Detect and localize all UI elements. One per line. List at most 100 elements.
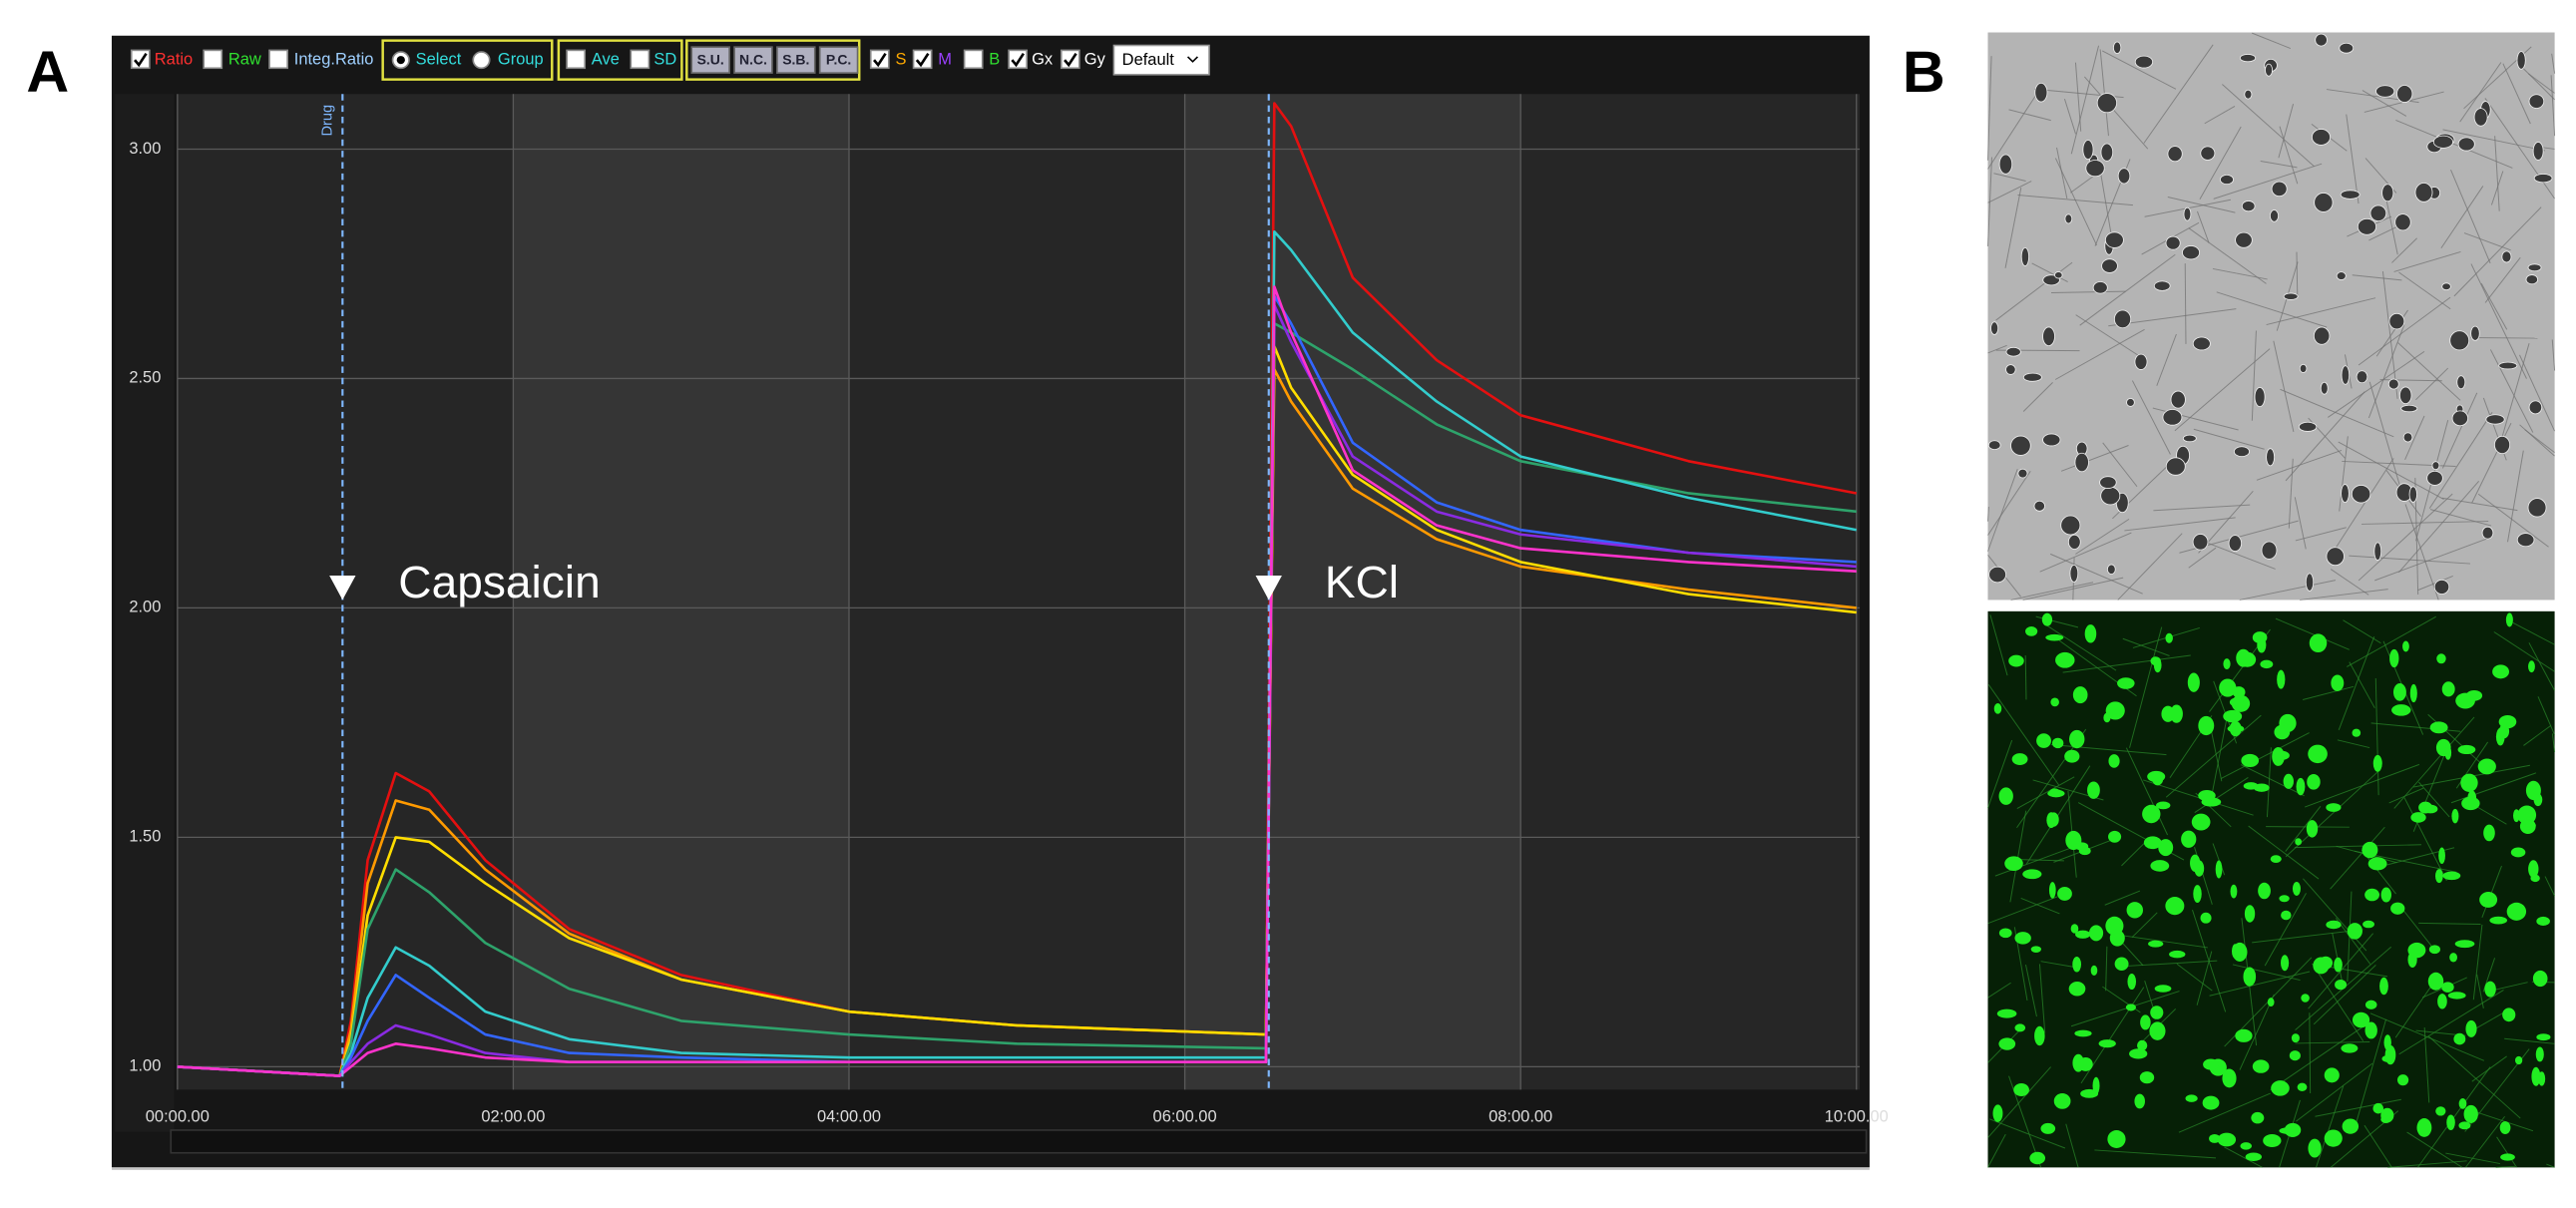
cell [2281, 911, 2291, 920]
cell [1999, 155, 2012, 174]
cell [2441, 982, 2453, 993]
cell [2165, 633, 2172, 643]
cell [2380, 1115, 2390, 1123]
cell [2342, 366, 2350, 385]
cell [2427, 471, 2443, 485]
checkbox[interactable] [965, 50, 983, 68]
cell [2222, 1069, 2236, 1088]
cell [2325, 1130, 2343, 1147]
cell [2529, 401, 2542, 414]
scrollbar[interactable] [171, 1130, 1866, 1153]
cell [2006, 347, 2020, 356]
cell [2223, 710, 2242, 722]
cell [2166, 458, 2185, 476]
cell [2373, 755, 2382, 772]
cell [2448, 992, 2466, 999]
cell [2085, 624, 2097, 642]
checkbox[interactable] [269, 50, 287, 68]
cell [2107, 565, 2115, 575]
cell [2072, 957, 2081, 973]
cell [2293, 882, 2301, 896]
cell [2445, 745, 2452, 759]
cell [2397, 1074, 2408, 1085]
cell [2156, 802, 2170, 810]
cell [2183, 435, 2196, 442]
checkbox[interactable] [631, 50, 648, 68]
cell [2055, 271, 2063, 278]
cell [2263, 1134, 2281, 1147]
cell [2127, 902, 2143, 918]
cell [2361, 842, 2377, 858]
y-tick-label: 2.00 [129, 599, 161, 616]
cell [2043, 327, 2055, 346]
cell [2018, 469, 2027, 478]
checkbox[interactable] [567, 50, 585, 68]
cell [2364, 889, 2379, 902]
cell [2154, 281, 2170, 290]
y-tick-label: 2.50 [129, 369, 161, 387]
marker-label: Drug [319, 105, 335, 137]
cell [2295, 838, 2302, 845]
cell [2281, 955, 2289, 971]
cell [2273, 751, 2290, 760]
cell [2342, 485, 2350, 503]
cell [2192, 814, 2211, 831]
cell [2300, 364, 2307, 372]
cell [2460, 774, 2477, 792]
checkbox[interactable] [871, 50, 889, 68]
fluorescence-image [1987, 611, 2554, 1168]
cell [2255, 387, 2265, 406]
panel-label: A [26, 40, 69, 105]
checkbox[interactable] [1009, 50, 1027, 68]
cell [2251, 1112, 2264, 1124]
option-label: S [895, 51, 906, 69]
cell [2391, 704, 2410, 716]
cell [2245, 905, 2255, 922]
y-tick-label: 1.00 [129, 1057, 161, 1075]
button-label: S.B. [782, 52, 809, 68]
cell [2341, 1043, 2358, 1052]
cell [2012, 753, 2028, 765]
cell [2271, 855, 2282, 863]
fiber [2471, 337, 2538, 338]
x-tick-label: 04:00.00 [817, 1107, 881, 1125]
cell [2021, 247, 2028, 265]
cell [2478, 759, 2496, 775]
cell [2087, 781, 2100, 798]
cell [2442, 283, 2451, 290]
cell [2315, 193, 2333, 211]
cell [2285, 1123, 2301, 1137]
cell [2499, 362, 2517, 369]
checkbox[interactable] [204, 50, 221, 68]
checkbox[interactable] [1062, 50, 1079, 68]
cell [2186, 1094, 2198, 1102]
cell [2376, 86, 2394, 98]
cell [2292, 1033, 2300, 1042]
cell [2075, 931, 2090, 939]
cell [2284, 774, 2294, 789]
checkbox[interactable] [914, 50, 932, 68]
cell [2327, 548, 2345, 566]
cell [2023, 373, 2041, 381]
cell [2154, 657, 2162, 672]
y-tick-label: 3.00 [129, 140, 161, 158]
checkbox[interactable] [132, 50, 150, 68]
cell [2301, 994, 2310, 1003]
cell [2365, 1001, 2377, 1009]
cell [2234, 447, 2249, 457]
cell [2358, 218, 2375, 234]
cell [2101, 487, 2120, 505]
cell [2113, 42, 2120, 54]
cell [2103, 713, 2110, 723]
cell [2319, 957, 2333, 970]
radio[interactable] [473, 52, 489, 68]
cell [2101, 144, 2113, 161]
cell [2110, 930, 2125, 946]
cell [2114, 310, 2130, 328]
cell [2466, 690, 2482, 701]
cell [2458, 138, 2474, 151]
x-tick-label: 02:00.00 [481, 1107, 545, 1125]
option-label: Gy [1084, 51, 1106, 69]
cell [2202, 797, 2222, 806]
cell [2233, 686, 2246, 697]
